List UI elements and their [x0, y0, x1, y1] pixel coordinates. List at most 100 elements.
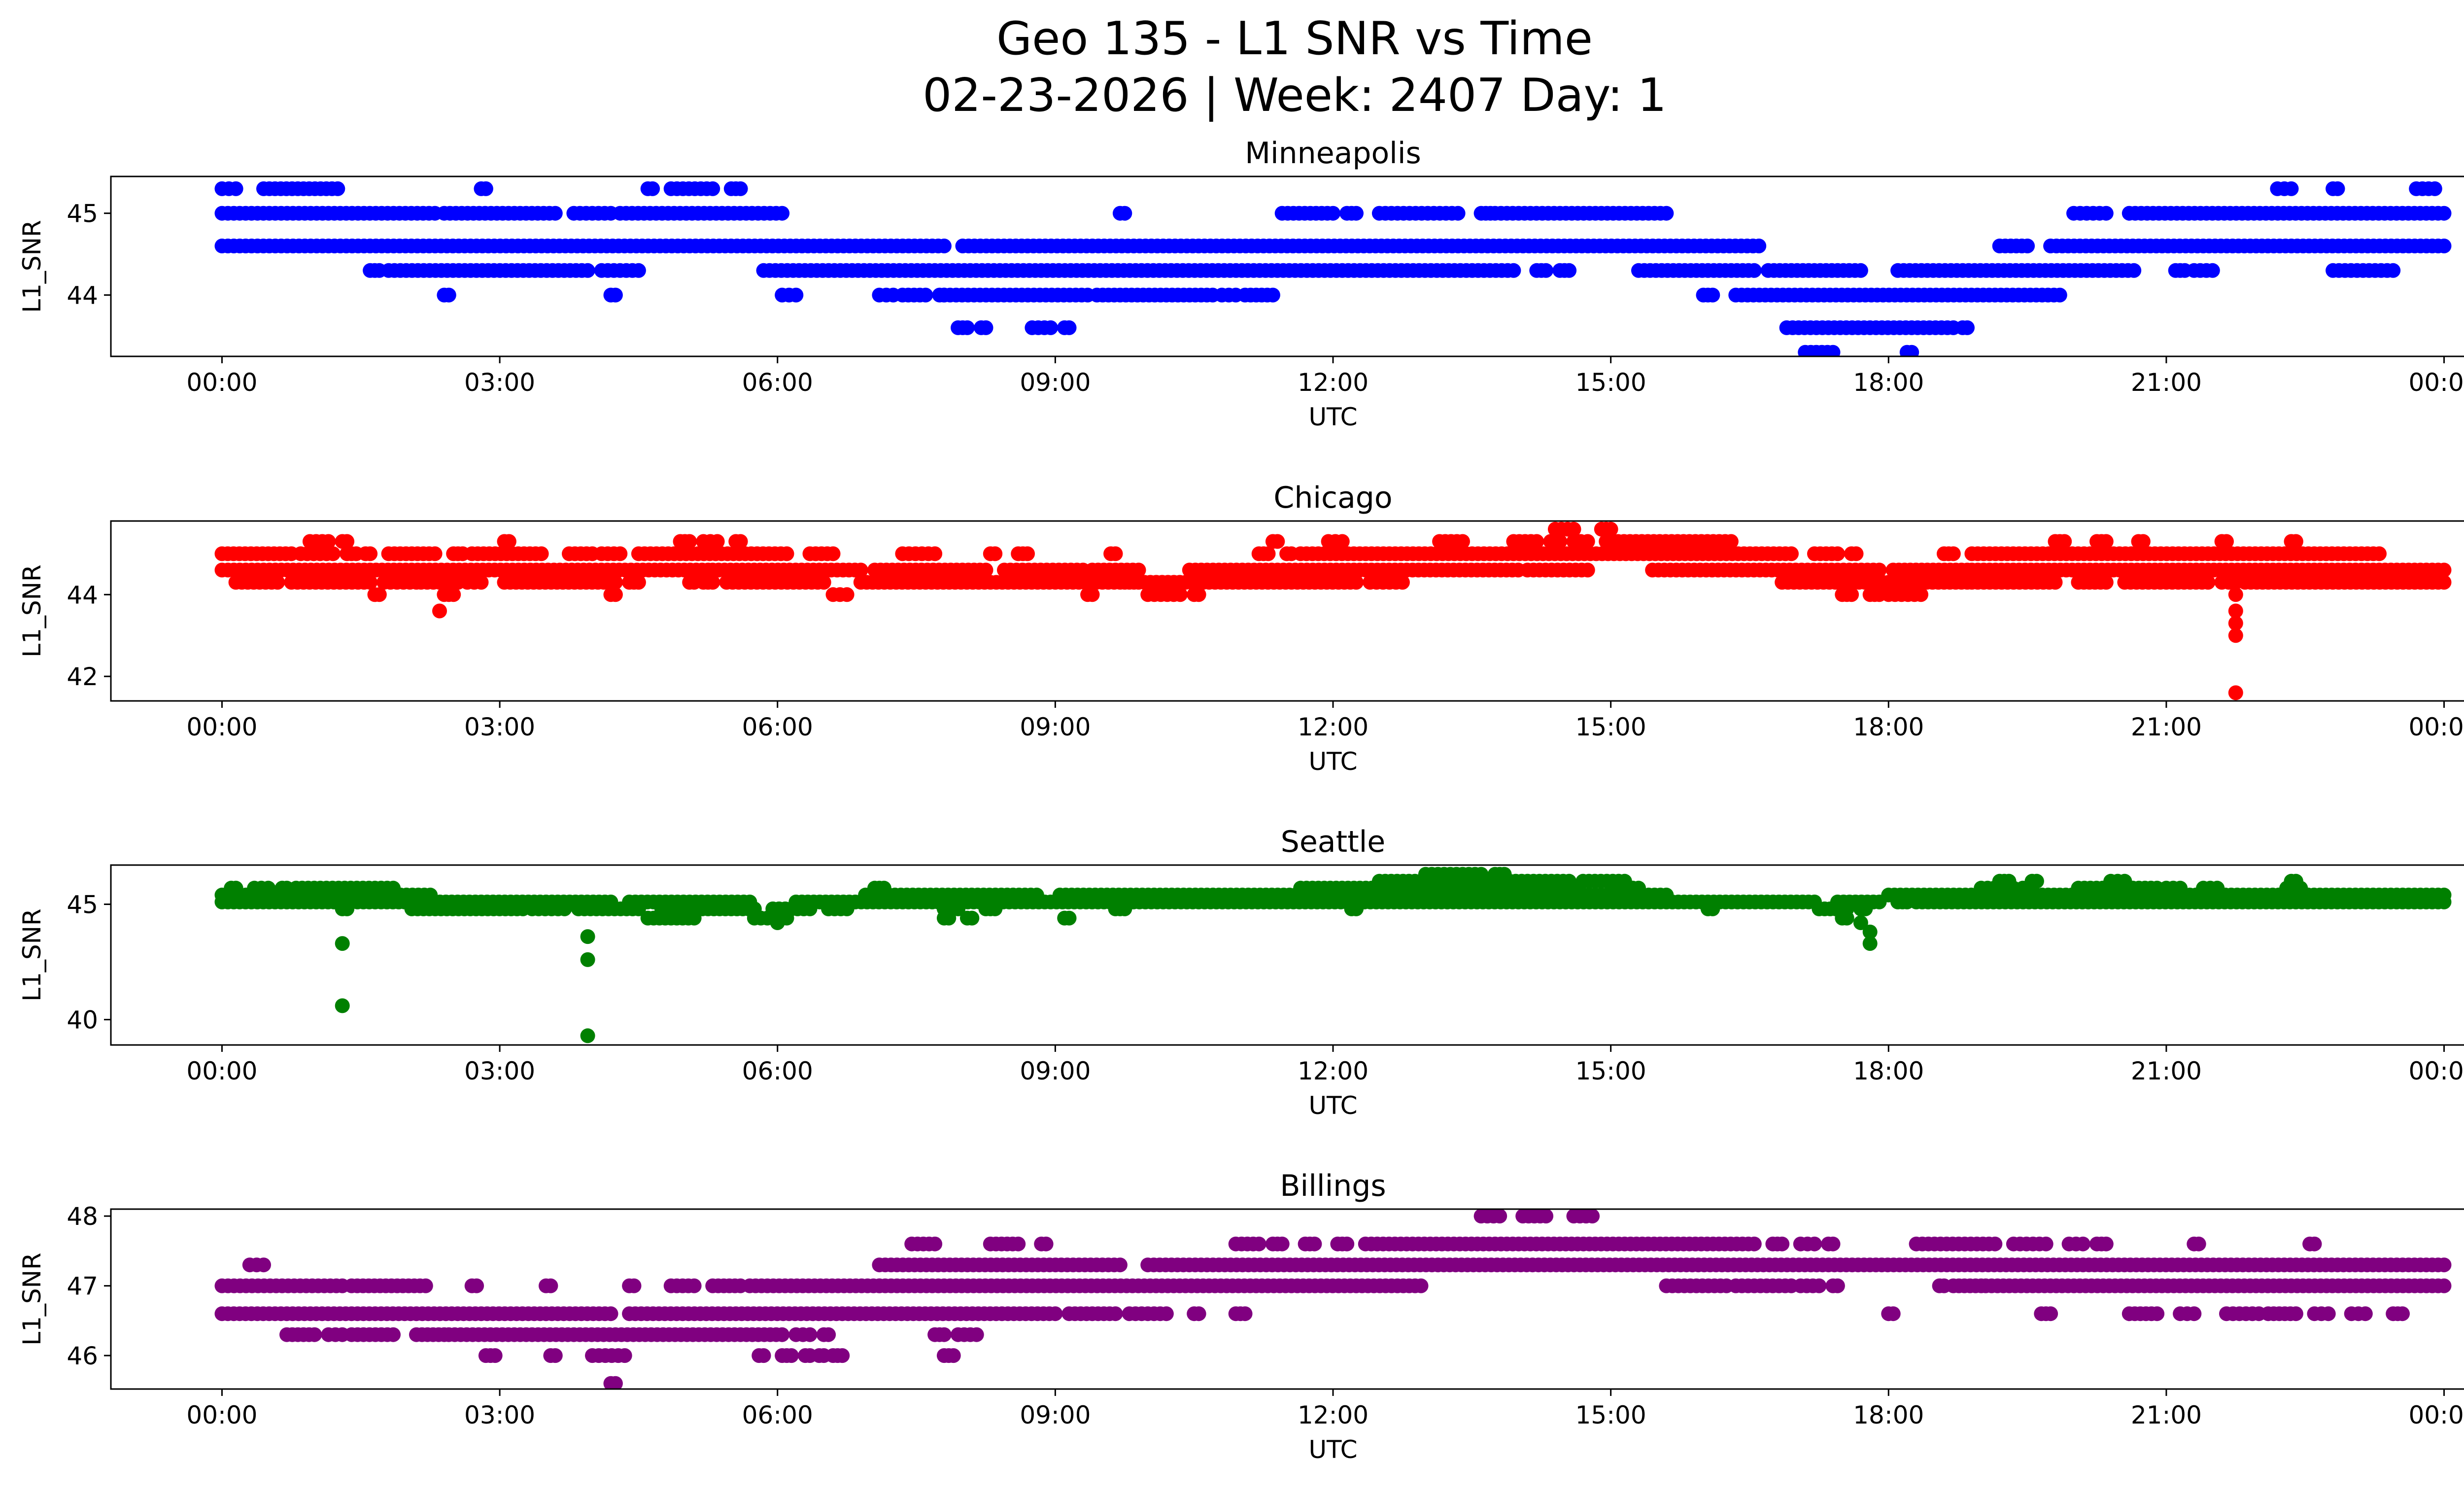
data-point [1270, 534, 1285, 549]
data-point [2191, 1236, 2206, 1252]
data-point [617, 1348, 632, 1363]
x-tick-label: 15:00 [1575, 368, 1646, 397]
subplot-1: Minneapolis 00:00 03:00 06:00 09:00 12:00 15:0… [18, 136, 2464, 431]
data-point [1825, 345, 1841, 356]
x-tick-label: 03:00 [464, 713, 535, 741]
data-point [441, 287, 456, 303]
data-point [2057, 534, 2072, 549]
data-point [1043, 320, 1058, 335]
data-point [1108, 546, 1123, 561]
x-tick-label: 00:00 [2408, 1057, 2464, 1085]
y-tick-label: 46 [67, 1342, 98, 1370]
data-point [2219, 534, 2234, 549]
data-point [2288, 1306, 2303, 1321]
x-tick-label: 21:00 [2131, 1057, 2202, 1085]
data-point [1492, 1209, 1507, 1224]
data-point [1261, 546, 1276, 561]
data-point [418, 1278, 433, 1293]
data-point [1539, 263, 1554, 278]
data-point [733, 534, 748, 549]
data-point [2436, 206, 2452, 221]
data-point [2321, 1306, 2336, 1321]
data-point [270, 575, 285, 590]
data-point [1529, 534, 1544, 549]
data-point [427, 546, 443, 561]
data-point [2330, 181, 2345, 196]
data-point [1784, 546, 1799, 561]
data-point [1335, 534, 1350, 549]
x-tick-label: 00:00 [2408, 713, 2464, 741]
x-tick-label: 12:00 [1298, 1401, 1369, 1429]
subplot-2-xlabel: UTC [1308, 747, 1357, 776]
data-point-outlier [432, 603, 447, 619]
data-point-outlier [1853, 915, 1868, 930]
data-point [1506, 263, 1521, 278]
data-point [946, 1348, 961, 1363]
data-point [988, 546, 1003, 561]
data-point [487, 1348, 503, 1363]
data-point [645, 181, 660, 196]
data-point [2200, 575, 2216, 590]
data-point [835, 1348, 850, 1363]
x-tick-label: 18:00 [1853, 713, 1924, 741]
data-point [1251, 1236, 1266, 1252]
data-point [1946, 546, 1961, 561]
data-point-outlier [2228, 628, 2243, 643]
data-point [2135, 534, 2151, 549]
data-point [603, 1306, 618, 1321]
x-tick-label: 00:00 [2408, 1401, 2464, 1429]
y-tick-label: 45 [67, 200, 98, 228]
data-point [548, 206, 563, 221]
data-point [2205, 263, 2220, 278]
data-point [1775, 1236, 1790, 1252]
data-point [1085, 587, 1100, 602]
data-point [1450, 206, 1466, 221]
data-point [626, 1278, 642, 1293]
data-point [1265, 287, 1280, 303]
data-point [2098, 575, 2114, 590]
data-point [1960, 320, 1975, 335]
data-point [2187, 1306, 2202, 1321]
data-point [631, 901, 646, 916]
data-point [1339, 1236, 1355, 1252]
data-point [580, 263, 595, 278]
data-point [363, 546, 378, 561]
data-point [340, 534, 355, 549]
data-point [1885, 1306, 1901, 1321]
x-tick-label: 21:00 [2131, 713, 2202, 741]
data-point [613, 546, 628, 561]
figure-title-line1: Geo 135 - L1 SNR vs Time [996, 12, 1593, 65]
data-point [1173, 587, 1188, 602]
data-point [2098, 534, 2114, 549]
x-tick-label: 09:00 [1020, 1401, 1091, 1429]
data-point [1326, 206, 1340, 221]
subplot-panels: Minneapolis 00:00 03:00 06:00 09:00 12:00 15:0… [18, 136, 2464, 1464]
data-point [1552, 534, 1568, 549]
data-point-outlier [1862, 924, 1878, 939]
y-tick-label: 45 [67, 891, 98, 919]
x-tick-label: 18:00 [1853, 1057, 1924, 1085]
data-point [1191, 1306, 1206, 1321]
data-point [1011, 1236, 1026, 1252]
subplot-4-ylabel: L1_SNR [18, 1252, 46, 1346]
data-point [1987, 1236, 2003, 1252]
subplot-2-points [214, 522, 2452, 700]
data-point [340, 901, 355, 916]
data-point [501, 534, 516, 549]
data-point [2288, 534, 2303, 549]
subplot-1-ylabel: L1_SNR [18, 220, 46, 313]
data-point [2436, 1278, 2452, 1293]
data-point [386, 1327, 401, 1342]
y-tick-label: 42 [67, 662, 98, 691]
data-point [927, 1236, 943, 1252]
data-point [1839, 910, 1854, 926]
x-tick-label: 00:00 [186, 1401, 257, 1429]
data-point [1539, 1209, 1554, 1224]
data-point [788, 287, 804, 303]
data-point [363, 575, 378, 590]
data-point [608, 1376, 623, 1389]
data-point [557, 901, 572, 916]
data-point [1349, 206, 1364, 221]
data-point [969, 1327, 984, 1342]
